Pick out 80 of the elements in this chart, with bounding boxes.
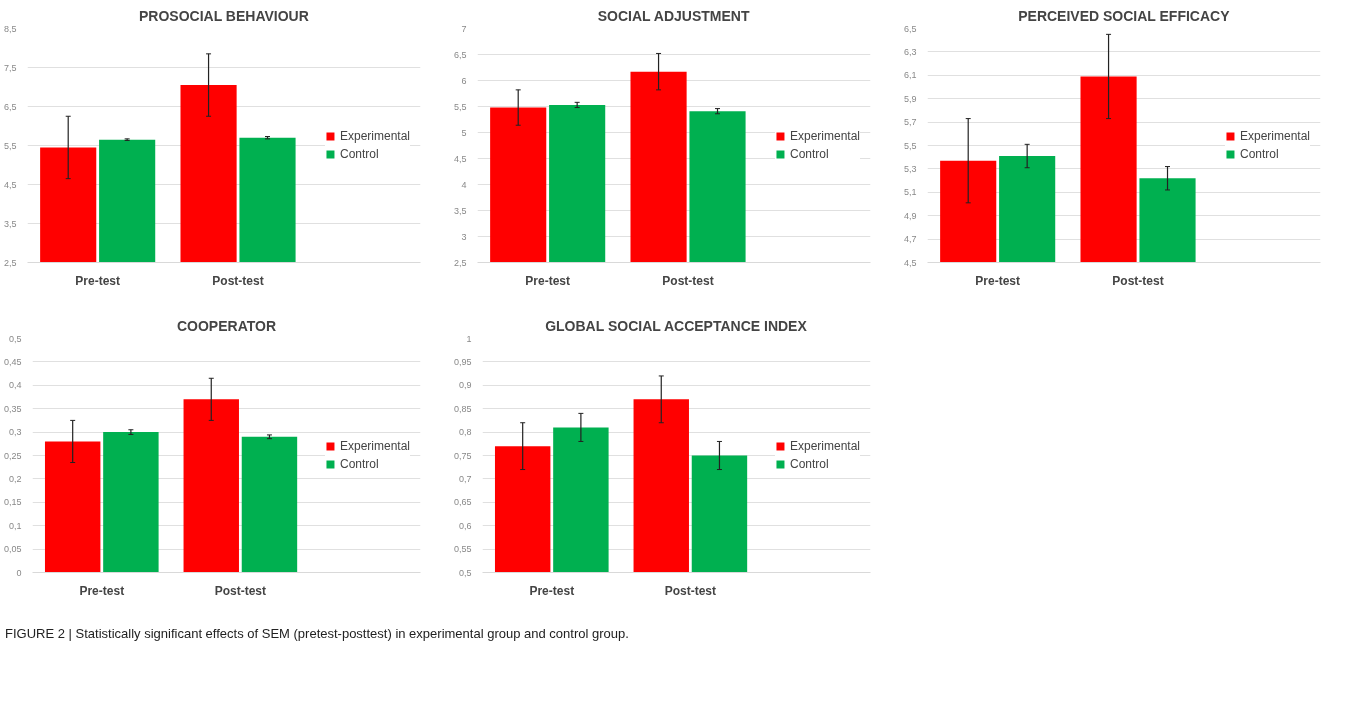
x-tick-label: Pre-test (79, 583, 125, 598)
y-tick-label: 0,4 (8, 380, 22, 391)
y-tick-label: 7 (461, 23, 467, 34)
y-tick-label: 3,5 (3, 218, 17, 229)
y-tick-label: 0,45 (3, 356, 22, 367)
y-tick-label: 5,7 (903, 117, 917, 128)
y-tick-label: 8,5 (3, 23, 17, 34)
legend-label: Experimental (339, 129, 410, 143)
bar (44, 441, 101, 573)
y-tick-label: 0,55 (453, 544, 472, 555)
y-tick-label: 5 (461, 127, 467, 138)
y-tick-label: 0,2 (8, 473, 22, 484)
y-tick-label: 3,5 (453, 205, 467, 216)
x-tick-label: Post-test (664, 583, 717, 598)
y-tick-label: 6,5 (3, 101, 17, 112)
y-tick-label: 0 (16, 567, 22, 578)
y-tick-label: 1 (466, 333, 472, 344)
y-tick-label: 6,5 (903, 23, 917, 34)
legend-label: Experimental (789, 439, 860, 453)
x-tick-label: Post-test (1112, 273, 1164, 288)
y-tick-label: 6,5 (453, 49, 467, 60)
legend-label: Experimental (789, 129, 860, 143)
y-tick-label: 6,1 (903, 70, 917, 81)
y-tick-label: 5,3 (903, 163, 917, 174)
bar (241, 436, 298, 573)
legend-label: Control (789, 147, 829, 161)
y-tick-label: 0,7 (458, 473, 472, 484)
x-tick-label: Pre-test (529, 583, 575, 598)
y-tick-label: 0,35 (3, 403, 22, 414)
caption: FIGURE 2 | Statistically significant effects of SEM (pretest-posttest) in experimental group and control group. (5, 625, 629, 643)
chart-title: GLOBAL SOCIAL ACCEPTANCE INDEX (545, 317, 808, 334)
y-tick-label: 0,65 (453, 497, 472, 508)
bar (183, 399, 239, 573)
y-tick-label: 6,3 (903, 46, 917, 57)
y-tick-label: 2,5 (453, 257, 467, 268)
legend-label: Control (1239, 147, 1279, 161)
y-tick-label: 0,9 (458, 380, 472, 391)
y-tick-label: 0,85 (453, 403, 472, 414)
y-tick-label: 4 (461, 179, 467, 190)
x-tick-label: Pre-test (975, 273, 1021, 288)
y-tick-label: 0,8 (458, 427, 472, 438)
legend-label: Control (339, 147, 379, 161)
x-tick-label: Post-test (214, 583, 267, 598)
chart-title: SOCIAL ADJUSTMENT (597, 7, 750, 24)
y-tick-label: 0,3 (8, 427, 22, 438)
legend-label: Experimental (1239, 129, 1310, 143)
y-tick-label: 0,5 (8, 333, 22, 344)
chart-title: COOPERATOR (176, 317, 277, 334)
y-tick-label: 4,5 (3, 179, 17, 190)
y-tick-label: 7,5 (3, 62, 17, 73)
y-tick-label: 0,15 (3, 497, 22, 508)
y-tick-label: 4,5 (903, 257, 917, 268)
x-tick-label: Post-test (662, 273, 714, 288)
y-tick-label: 5,5 (453, 101, 467, 112)
x-tick-label: Pre-test (75, 273, 121, 288)
y-tick-label: 0,5 (458, 567, 472, 578)
y-tick-label: 0,1 (8, 520, 22, 531)
y-tick-label: 2,5 (3, 257, 17, 268)
y-tick-label: 0,05 (3, 544, 22, 555)
y-tick-label: 6 (461, 75, 467, 86)
bar (103, 432, 159, 573)
y-tick-label: 0,95 (453, 356, 472, 367)
y-tick-label: 0,6 (458, 520, 472, 531)
y-tick-label: 4,7 (903, 234, 917, 245)
legend-label: Experimental (339, 439, 410, 453)
y-tick-label: 0,25 (3, 450, 22, 461)
y-tick-label: 0,75 (453, 450, 472, 461)
y-tick-label: 5,9 (903, 93, 917, 104)
y-tick-label: 5,1 (903, 187, 917, 198)
y-tick-label: 5,5 (903, 140, 917, 151)
y-tick-label: 3 (461, 231, 467, 242)
legend-label: Control (789, 457, 829, 471)
y-tick-label: 5,5 (3, 140, 17, 151)
x-tick-label: Pre-test (525, 273, 571, 288)
y-tick-label: 4,9 (903, 210, 917, 221)
y-tick-label: 4,5 (453, 153, 467, 164)
chart-title: PERCEIVED SOCIAL EFFICACY (1018, 7, 1231, 24)
x-tick-label: Post-test (212, 273, 264, 288)
legend-label: Control (339, 457, 379, 471)
chart-title: PROSOCIAL BEHAVIOUR (138, 7, 309, 24)
